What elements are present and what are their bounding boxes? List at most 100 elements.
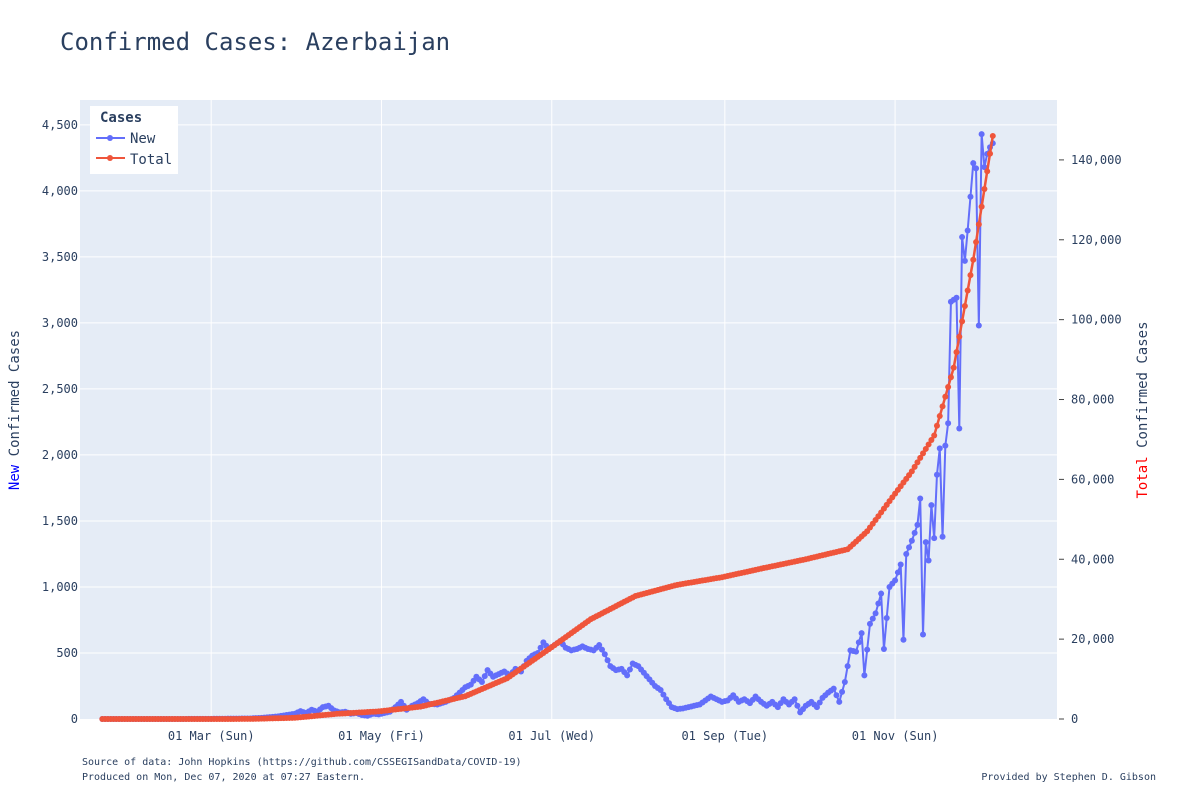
- data-point-total[interactable]: [978, 203, 985, 210]
- data-point-new[interactable]: [599, 646, 605, 653]
- data-point-new[interactable]: [478, 679, 485, 686]
- data-point-new[interactable]: [626, 666, 633, 673]
- data-point-new[interactable]: [953, 294, 960, 301]
- data-point-total[interactable]: [933, 422, 940, 429]
- data-point-new[interactable]: [900, 636, 907, 643]
- data-point-total[interactable]: [908, 468, 915, 475]
- data-point-new[interactable]: [791, 696, 798, 703]
- data-point-total[interactable]: [931, 432, 938, 439]
- data-point-new[interactable]: [481, 673, 488, 680]
- data-point-total[interactable]: [950, 364, 957, 371]
- legend-item-total[interactable]: Total: [96, 152, 172, 168]
- data-point-new[interactable]: [816, 699, 823, 706]
- data-point-new[interactable]: [864, 646, 871, 653]
- data-point-total[interactable]: [953, 349, 960, 356]
- data-point-new[interactable]: [978, 131, 985, 138]
- data-point-total[interactable]: [961, 302, 968, 309]
- data-point-new[interactable]: [830, 685, 837, 692]
- legend-title: Cases: [100, 110, 142, 126]
- data-point-new[interactable]: [869, 615, 876, 622]
- data-point-new[interactable]: [936, 445, 943, 452]
- data-point-total[interactable]: [956, 333, 963, 340]
- data-point-new[interactable]: [855, 639, 862, 646]
- data-point-new[interactable]: [872, 610, 879, 617]
- data-point-new[interactable]: [858, 630, 865, 637]
- data-point-total[interactable]: [970, 256, 977, 263]
- data-point-new[interactable]: [596, 642, 603, 649]
- data-point-new[interactable]: [813, 704, 820, 711]
- data-point-total[interactable]: [975, 221, 982, 228]
- data-point-new[interactable]: [875, 600, 882, 607]
- data-point-total[interactable]: [945, 383, 952, 390]
- data-point-new[interactable]: [537, 644, 544, 651]
- data-point-new[interactable]: [878, 590, 885, 597]
- data-point-new[interactable]: [925, 557, 932, 564]
- data-point-new[interactable]: [967, 193, 974, 200]
- data-point-new[interactable]: [961, 257, 968, 264]
- data-point-new[interactable]: [970, 160, 977, 167]
- data-point-total[interactable]: [964, 287, 971, 294]
- data-point-new[interactable]: [981, 164, 988, 171]
- data-point-new[interactable]: [917, 495, 924, 502]
- data-point-new[interactable]: [942, 442, 949, 449]
- legend-item-new[interactable]: New: [96, 131, 156, 147]
- data-point-new[interactable]: [931, 535, 938, 542]
- data-point-new[interactable]: [922, 539, 929, 546]
- data-point-total[interactable]: [920, 450, 927, 457]
- data-point-new[interactable]: [956, 425, 963, 432]
- data-point-new[interactable]: [894, 569, 901, 576]
- data-point-total[interactable]: [984, 168, 991, 175]
- data-point-new[interactable]: [660, 691, 667, 698]
- data-point-new[interactable]: [975, 322, 982, 329]
- data-point-new[interactable]: [883, 614, 890, 621]
- right-tick-label: 0: [1071, 712, 1078, 726]
- data-point-total[interactable]: [939, 403, 946, 410]
- data-point-new[interactable]: [844, 663, 851, 670]
- data-point-new[interactable]: [604, 657, 611, 664]
- data-point-new[interactable]: [914, 521, 921, 528]
- data-point-new[interactable]: [911, 529, 918, 536]
- data-point-total[interactable]: [936, 413, 943, 420]
- data-point-new[interactable]: [964, 227, 971, 234]
- data-point-new[interactable]: [959, 234, 966, 241]
- data-point-new[interactable]: [908, 537, 915, 544]
- data-point-total[interactable]: [914, 459, 921, 466]
- data-point-total[interactable]: [942, 393, 949, 400]
- data-point-new[interactable]: [624, 672, 631, 679]
- data-point-new[interactable]: [880, 646, 887, 653]
- data-point-new[interactable]: [945, 420, 952, 427]
- data-point-total[interactable]: [925, 441, 932, 448]
- data-point-new[interactable]: [861, 672, 868, 679]
- data-point-new[interactable]: [833, 692, 840, 699]
- data-point-total[interactable]: [947, 374, 954, 381]
- right-tick-label: 20,000: [1071, 632, 1114, 646]
- data-point-new[interactable]: [897, 561, 904, 568]
- data-point-new[interactable]: [841, 679, 848, 686]
- data-point-new[interactable]: [906, 544, 913, 551]
- data-point-new[interactable]: [657, 686, 664, 693]
- data-point-total[interactable]: [987, 150, 994, 157]
- data-point-total[interactable]: [973, 239, 980, 246]
- data-point-new[interactable]: [839, 688, 846, 695]
- data-point-total[interactable]: [989, 132, 996, 139]
- data-point-new[interactable]: [836, 698, 843, 705]
- data-point-total[interactable]: [981, 186, 988, 192]
- data-point-total[interactable]: [967, 272, 974, 279]
- data-point-new[interactable]: [892, 577, 899, 584]
- data-point-new[interactable]: [866, 620, 873, 627]
- data-point-new[interactable]: [928, 502, 935, 509]
- data-point-total[interactable]: [922, 445, 929, 452]
- left-tick-label: 500: [56, 646, 78, 660]
- data-point-total[interactable]: [911, 463, 918, 470]
- data-point-new[interactable]: [853, 648, 860, 655]
- data-point-total[interactable]: [917, 454, 924, 461]
- data-point-new[interactable]: [933, 471, 940, 478]
- data-point-total[interactable]: [928, 436, 935, 443]
- data-point-new[interactable]: [920, 631, 927, 638]
- data-point-new[interactable]: [794, 702, 801, 709]
- data-point-new[interactable]: [973, 165, 980, 172]
- data-point-new[interactable]: [939, 533, 946, 540]
- data-point-total[interactable]: [959, 318, 966, 325]
- data-point-new[interactable]: [601, 651, 608, 658]
- data-point-new[interactable]: [903, 550, 910, 557]
